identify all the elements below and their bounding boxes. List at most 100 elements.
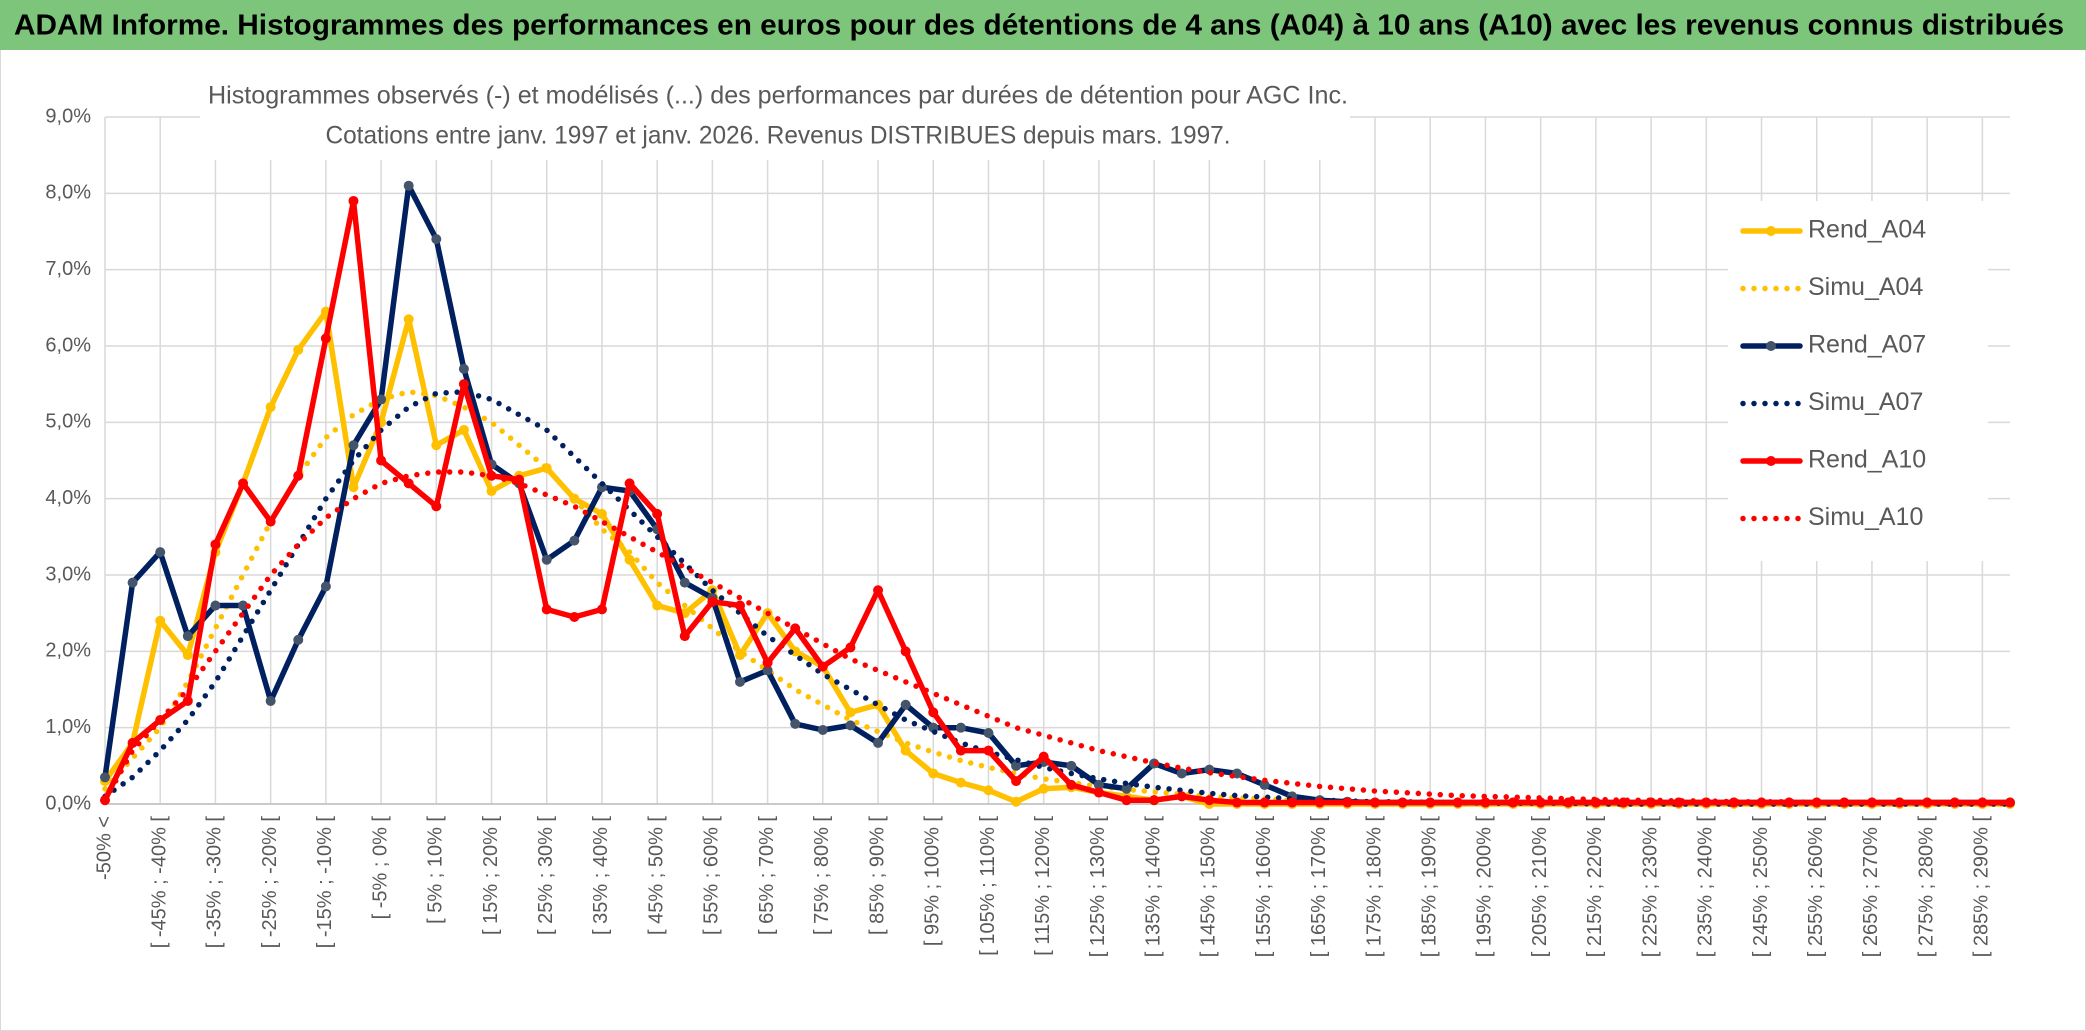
page-title: ADAM Informe. Histogrammes des performan… bbox=[14, 10, 2064, 42]
data-point bbox=[127, 737, 138, 748]
data-point bbox=[928, 707, 939, 718]
data-point bbox=[210, 600, 221, 611]
data-point bbox=[376, 455, 387, 466]
data-point bbox=[238, 600, 249, 611]
x-tick-label: [ 135% ; 140% [ bbox=[1142, 816, 1164, 958]
y-tick-label: 8,0% bbox=[45, 182, 91, 204]
data-point bbox=[596, 604, 607, 615]
data-point bbox=[1176, 768, 1187, 779]
x-tick-label: [ -25% ; -20% [ bbox=[259, 816, 281, 949]
x-tick-label: [ 265% ; 270% [ bbox=[1860, 816, 1882, 958]
data-point bbox=[1038, 783, 1049, 794]
x-tick-label: [ 65% ; 70% [ bbox=[756, 816, 778, 935]
data-point bbox=[955, 722, 966, 733]
x-tick-label: [ 85% ; 90% [ bbox=[866, 816, 888, 935]
data-point bbox=[1066, 760, 1077, 771]
data-point bbox=[486, 486, 497, 497]
data-point bbox=[1149, 795, 1160, 806]
data-point bbox=[348, 482, 359, 493]
legend-label: Rend_A04 bbox=[1808, 216, 1926, 244]
data-point bbox=[100, 772, 110, 783]
data-point bbox=[182, 650, 193, 661]
legend-label: Simu_A04 bbox=[1808, 273, 1923, 301]
data-point bbox=[1259, 779, 1270, 790]
data-point bbox=[817, 724, 828, 735]
data-point bbox=[182, 631, 193, 642]
data-point bbox=[265, 516, 276, 527]
x-tick-label: [ 225% ; 230% [ bbox=[1639, 816, 1661, 958]
x-tick-label: [ 25% ; 30% [ bbox=[535, 816, 557, 935]
y-tick-label: 2,0% bbox=[45, 640, 91, 662]
data-point bbox=[2005, 797, 2015, 808]
data-point bbox=[1011, 796, 1022, 807]
x-tick-label: [ 195% ; 200% [ bbox=[1474, 816, 1496, 958]
data-point bbox=[293, 634, 304, 645]
data-point bbox=[845, 720, 856, 731]
data-point bbox=[817, 661, 828, 672]
x-tick-label: [ 275% ; 280% [ bbox=[1915, 816, 1937, 958]
data-point bbox=[955, 777, 966, 788]
chart-subtitle: Cotations entre janv. 1997 et janv. 2026… bbox=[326, 122, 1231, 150]
data-point bbox=[431, 440, 442, 451]
data-point bbox=[1121, 783, 1132, 794]
data-point bbox=[762, 665, 773, 676]
x-tick-label: [ 285% ; 290% [ bbox=[1971, 816, 1993, 958]
data-point bbox=[458, 379, 469, 390]
x-tick-label: -50% < bbox=[93, 816, 115, 880]
data-point bbox=[1397, 797, 1408, 808]
y-tick-label: 0,0% bbox=[45, 792, 91, 814]
data-point bbox=[1011, 776, 1022, 787]
data-point bbox=[679, 631, 690, 642]
y-tick-label: 5,0% bbox=[45, 411, 91, 433]
data-point bbox=[707, 596, 718, 607]
data-point bbox=[403, 314, 414, 325]
data-point bbox=[1259, 797, 1270, 808]
x-tick-label: [ 115% ; 120% [ bbox=[1032, 816, 1054, 956]
y-tick-label: 3,0% bbox=[45, 563, 91, 585]
data-point bbox=[320, 581, 331, 592]
legend-marker bbox=[1766, 226, 1776, 236]
data-point bbox=[541, 604, 552, 615]
data-point bbox=[431, 501, 442, 512]
data-point bbox=[928, 768, 939, 779]
x-tick-label: [ 235% ; 240% [ bbox=[1695, 816, 1717, 958]
data-point bbox=[624, 478, 635, 489]
data-point bbox=[293, 344, 304, 355]
data-point bbox=[1314, 797, 1325, 808]
data-point bbox=[155, 615, 166, 626]
x-tick-label: [ 215% ; 220% [ bbox=[1584, 816, 1606, 958]
data-point bbox=[955, 745, 966, 756]
header-bar bbox=[0, 0, 2086, 50]
legend-marker bbox=[1766, 456, 1776, 466]
x-tick-label: [ 15% ; 20% [ bbox=[480, 816, 502, 935]
data-point bbox=[293, 470, 304, 481]
data-point bbox=[983, 728, 994, 739]
x-tick-label: [ 165% ; 170% [ bbox=[1308, 816, 1330, 958]
y-tick-label: 4,0% bbox=[45, 487, 91, 509]
data-point bbox=[1452, 797, 1463, 808]
chart-title: Histogrammes observés (-) et modélisés (… bbox=[208, 82, 1348, 110]
data-point bbox=[983, 745, 994, 756]
y-tick-label: 6,0% bbox=[45, 334, 91, 356]
data-point bbox=[376, 394, 387, 405]
data-point bbox=[652, 600, 663, 611]
x-tick-label: [ 205% ; 210% [ bbox=[1529, 816, 1551, 958]
data-point bbox=[155, 547, 166, 558]
x-tick-label: [ -5% ; 0% [ bbox=[369, 816, 391, 920]
data-point bbox=[900, 699, 911, 710]
x-tick-label: [ 145% ; 150% [ bbox=[1198, 816, 1220, 958]
data-point bbox=[458, 424, 469, 435]
data-point bbox=[348, 195, 359, 206]
data-point bbox=[1204, 795, 1215, 806]
data-point bbox=[458, 363, 469, 374]
data-point bbox=[1066, 779, 1077, 790]
legend-label: Simu_A10 bbox=[1808, 503, 1923, 531]
data-point bbox=[1480, 797, 1491, 808]
data-point bbox=[320, 333, 331, 344]
data-point bbox=[596, 508, 607, 519]
data-point bbox=[1231, 797, 1242, 808]
x-tick-label: [ 245% ; 250% [ bbox=[1750, 816, 1772, 958]
data-point bbox=[1093, 787, 1104, 798]
x-tick-label: [ 35% ; 40% [ bbox=[590, 816, 612, 935]
